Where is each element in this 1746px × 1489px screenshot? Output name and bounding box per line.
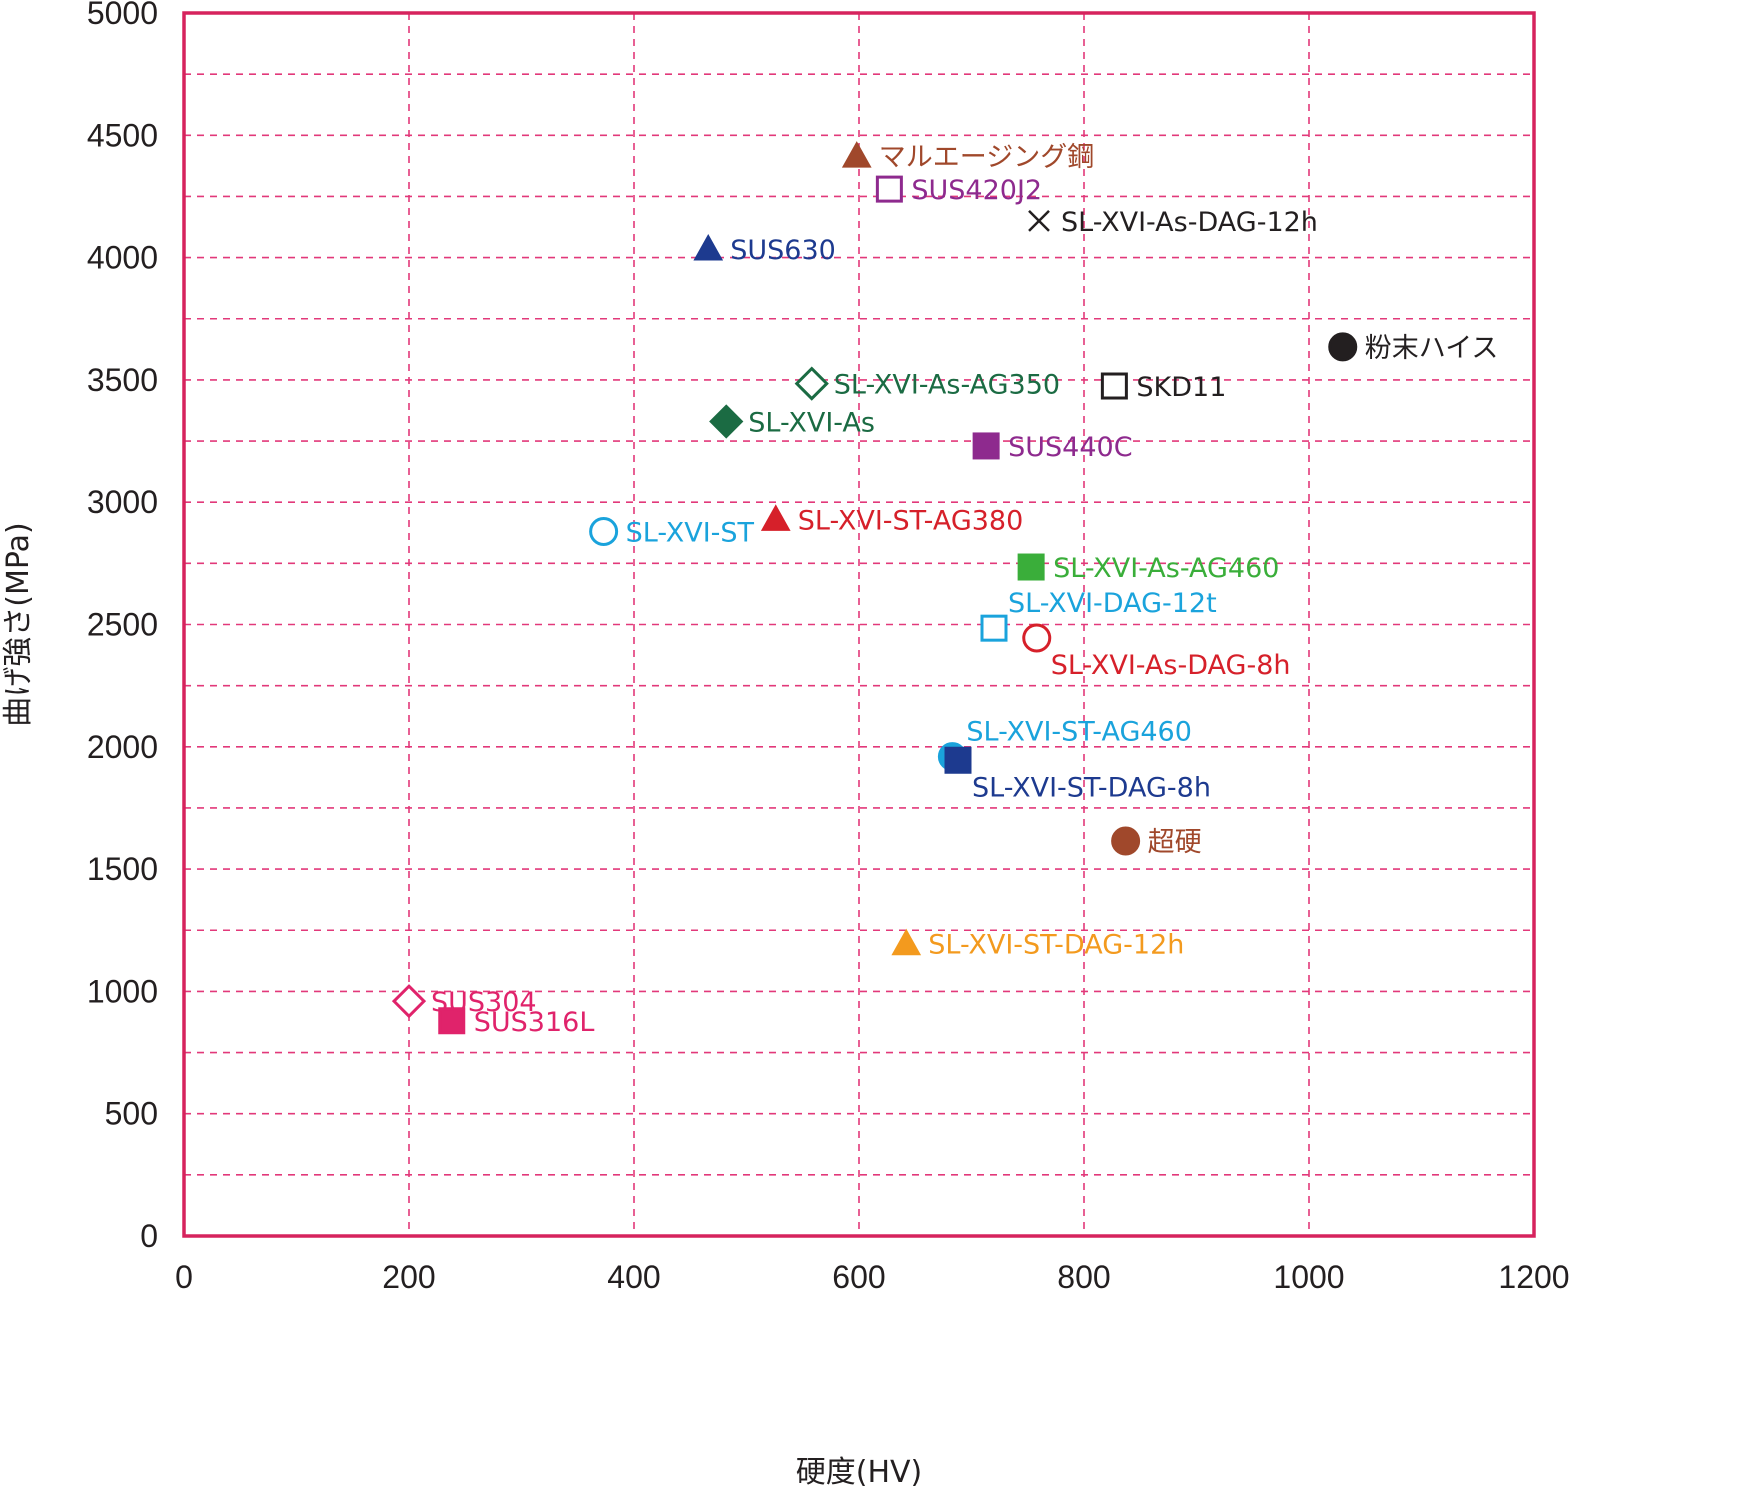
point-marker-x bbox=[1028, 210, 1050, 232]
x-axis-ticks: 0 200 400 600 800 1000 1200 bbox=[175, 1259, 1569, 1295]
point-marker-diamond bbox=[794, 366, 829, 401]
y-axis-ticks: 0 500 1000 1500 2000 2500 3000 3500 4000 4500 5000 bbox=[87, 0, 158, 1254]
y-axis-label: 曲げ強さ(MPa) bbox=[1, 522, 36, 726]
point-label: SL-XVI-ST-DAG-8h bbox=[972, 772, 1211, 803]
point-marker-square bbox=[944, 746, 972, 774]
point-marker-square bbox=[875, 175, 903, 203]
x-tick-label: 800 bbox=[1057, 1259, 1110, 1295]
x-tick-label: 400 bbox=[607, 1259, 660, 1295]
point-label: SUS420J2 bbox=[911, 175, 1042, 206]
data-points bbox=[391, 141, 1358, 1035]
grid-lines bbox=[184, 13, 1534, 1236]
point-label: SUS316L bbox=[474, 1007, 595, 1038]
point-label: SKD11 bbox=[1136, 372, 1226, 403]
point-marker-circle bbox=[589, 517, 619, 547]
point-marker-triangle bbox=[891, 928, 922, 956]
x-tick-label: 0 bbox=[175, 1259, 193, 1295]
point-marker-diamond bbox=[391, 984, 427, 1019]
point-label: マルエージング鋼 bbox=[879, 142, 1094, 173]
x-tick-label: 200 bbox=[382, 1259, 435, 1295]
point-marker-triangle bbox=[693, 234, 724, 261]
point-marker-diamond bbox=[709, 404, 744, 439]
point-label: SUS440C bbox=[1008, 432, 1132, 463]
x-tick-label: 1000 bbox=[1273, 1259, 1344, 1295]
point-marker-triangle bbox=[841, 141, 872, 168]
y-tick-label: 3000 bbox=[87, 484, 158, 520]
y-tick-label: 4000 bbox=[87, 240, 158, 276]
point-label: SUS630 bbox=[730, 235, 836, 266]
point-marker-circle bbox=[1328, 332, 1358, 362]
point-label: SL-XVI-As bbox=[748, 407, 875, 438]
y-tick-label: 3500 bbox=[87, 362, 158, 398]
point-label: SL-XVI-ST-AG460 bbox=[966, 717, 1192, 748]
point-marker-square bbox=[980, 614, 1008, 642]
point-label: SL-XVI-ST-DAG-12h bbox=[928, 930, 1184, 961]
plot-frame bbox=[182, 11, 1536, 1238]
point-marker-square bbox=[972, 432, 1000, 460]
point-label: SL-XVI-As-DAG-8h bbox=[1051, 650, 1291, 681]
x-tick-label: 1200 bbox=[1498, 1259, 1569, 1295]
y-tick-label: 0 bbox=[140, 1218, 158, 1254]
point-label: SUS304 bbox=[431, 987, 537, 1018]
point-marker-square bbox=[1100, 372, 1128, 400]
y-tick-label: 1500 bbox=[87, 851, 158, 887]
point-marker-triangle bbox=[760, 504, 791, 531]
point-marker-square bbox=[1017, 553, 1045, 581]
point-marker-square bbox=[438, 1007, 466, 1035]
y-tick-label: 500 bbox=[105, 1096, 158, 1132]
y-tick-label: 1000 bbox=[87, 973, 158, 1009]
point-label: SL-XVI-As-AG460 bbox=[1053, 553, 1279, 584]
point-marker-circle bbox=[1111, 826, 1141, 856]
point-label: SL-XVI-As-DAG-12h bbox=[1061, 207, 1318, 238]
point-label: 超硬 bbox=[1148, 827, 1202, 858]
x-axis-label: 硬度(HV) bbox=[796, 1455, 923, 1489]
y-tick-label: 4500 bbox=[87, 117, 158, 153]
point-label: 粉末ハイス bbox=[1365, 333, 1499, 364]
point-label: SL-XVI-DAG-12t bbox=[1008, 588, 1217, 619]
y-tick-label: 2500 bbox=[87, 607, 158, 643]
point-marker-circle bbox=[1022, 623, 1052, 653]
point-label: SL-XVI-ST-AG380 bbox=[798, 505, 1024, 536]
point-label: SL-XVI-ST bbox=[626, 518, 755, 549]
y-tick-label: 2000 bbox=[87, 729, 158, 765]
point-label: SL-XVI-As-AG350 bbox=[834, 370, 1060, 401]
y-tick-label: 5000 bbox=[87, 0, 158, 31]
x-tick-label: 600 bbox=[832, 1259, 885, 1295]
